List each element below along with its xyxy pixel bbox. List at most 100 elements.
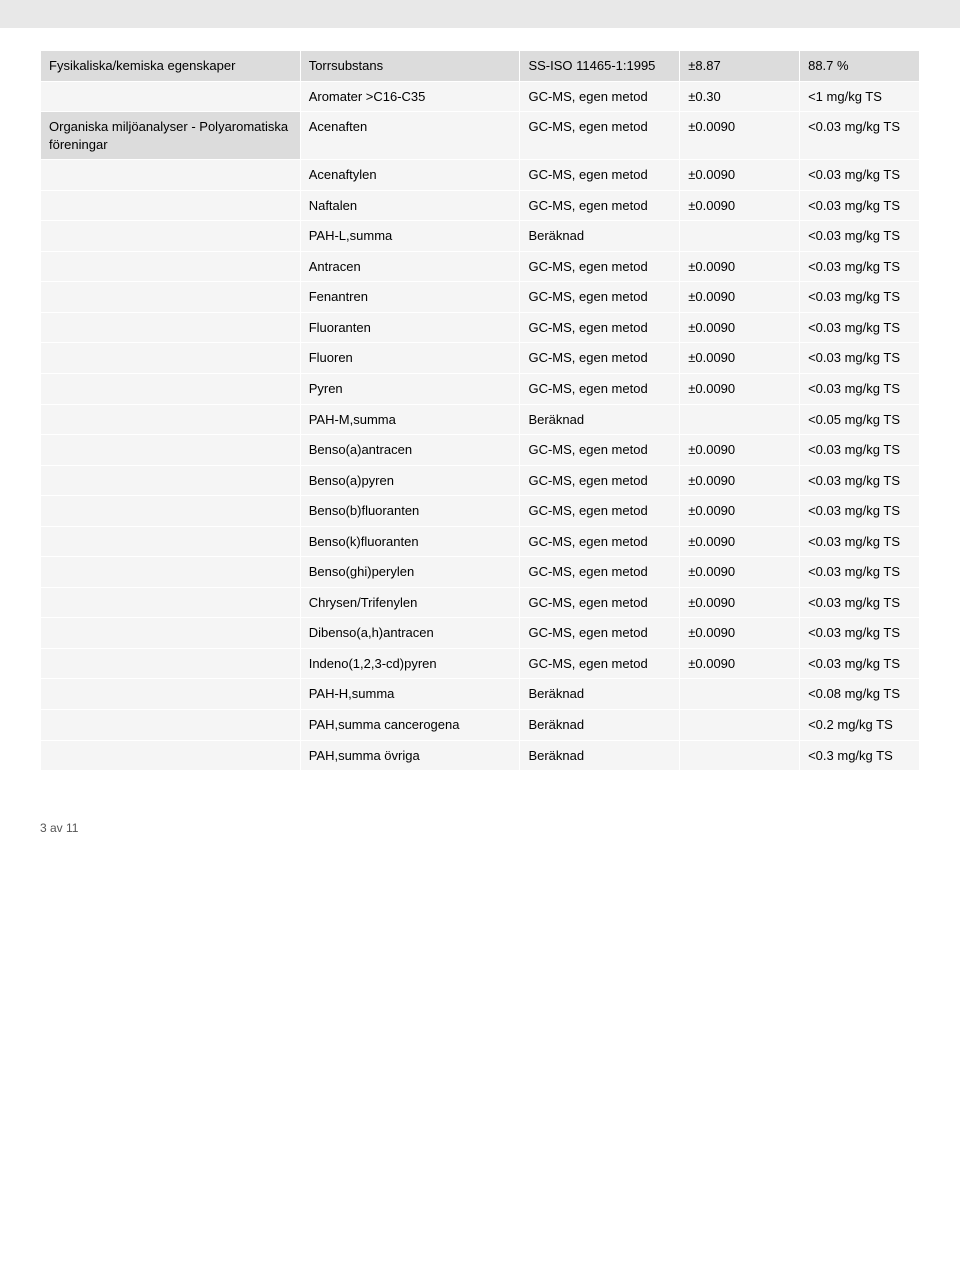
table-row: Fluoranten GC-MS, egen metod ±0.0090 <0.…	[41, 312, 920, 343]
cell-param: PAH-L,summa	[300, 221, 520, 252]
analysis-table: Fysikaliska/kemiska egenskaper Torrsubst…	[40, 50, 920, 771]
cell-category	[41, 81, 301, 112]
cell-result: <0.03 mg/kg TS	[800, 465, 920, 496]
table-row: PAH-M,summa Beräknad <0.05 mg/kg TS	[41, 404, 920, 435]
cell-result: <0.08 mg/kg TS	[800, 679, 920, 710]
cell-uncert: ±0.0090	[680, 557, 800, 588]
cell-method: GC-MS, egen metod	[520, 435, 680, 466]
table-row: Acenaftylen GC-MS, egen metod ±0.0090 <0…	[41, 160, 920, 191]
cell-uncert: ±0.0090	[680, 112, 800, 160]
cell-uncert	[680, 740, 800, 771]
cell-method: GC-MS, egen metod	[520, 160, 680, 191]
cell-category	[41, 526, 301, 557]
cell-result: <0.03 mg/kg TS	[800, 648, 920, 679]
cell-result: <0.03 mg/kg TS	[800, 557, 920, 588]
cell-result: <0.03 mg/kg TS	[800, 435, 920, 466]
cell-param: Benso(ghi)perylen	[300, 557, 520, 588]
table-row: Chrysen/Trifenylen GC-MS, egen metod ±0.…	[41, 587, 920, 618]
cell-result: <0.03 mg/kg TS	[800, 496, 920, 527]
table-row: Aromater >C16-C35 GC-MS, egen metod ±0.3…	[41, 81, 920, 112]
cell-category	[41, 435, 301, 466]
cell-param: PAH-M,summa	[300, 404, 520, 435]
table-row: Benso(ghi)perylen GC-MS, egen metod ±0.0…	[41, 557, 920, 588]
cell-result: <0.03 mg/kg TS	[800, 312, 920, 343]
cell-category	[41, 374, 301, 405]
cell-uncert: ±0.0090	[680, 526, 800, 557]
cell-category: Fysikaliska/kemiska egenskaper	[41, 51, 301, 82]
cell-method: Beräknad	[520, 404, 680, 435]
cell-method: Beräknad	[520, 710, 680, 741]
cell-result: <0.3 mg/kg TS	[800, 740, 920, 771]
cell-param: PAH,summa cancerogena	[300, 710, 520, 741]
table-row: Benso(b)fluoranten GC-MS, egen metod ±0.…	[41, 496, 920, 527]
cell-param: Chrysen/Trifenylen	[300, 587, 520, 618]
cell-method: SS-ISO 11465-1:1995	[520, 51, 680, 82]
cell-category	[41, 160, 301, 191]
table-row: Benso(a)pyren GC-MS, egen metod ±0.0090 …	[41, 465, 920, 496]
table-row: Pyren GC-MS, egen metod ±0.0090 <0.03 mg…	[41, 374, 920, 405]
cell-category: Organiska miljöanalyser - Polyaromatiska…	[41, 112, 301, 160]
cell-uncert	[680, 404, 800, 435]
cell-param: Torrsubstans	[300, 51, 520, 82]
table-row: PAH,summa cancerogena Beräknad <0.2 mg/k…	[41, 710, 920, 741]
cell-method: GC-MS, egen metod	[520, 648, 680, 679]
table-row: Fenantren GC-MS, egen metod ±0.0090 <0.0…	[41, 282, 920, 313]
cell-method: GC-MS, egen metod	[520, 557, 680, 588]
cell-method: GC-MS, egen metod	[520, 343, 680, 374]
cell-result: <0.05 mg/kg TS	[800, 404, 920, 435]
cell-uncert	[680, 679, 800, 710]
cell-uncert: ±0.0090	[680, 435, 800, 466]
cell-param: Benso(k)fluoranten	[300, 526, 520, 557]
table-row: Fluoren GC-MS, egen metod ±0.0090 <0.03 …	[41, 343, 920, 374]
table-row: Organiska miljöanalyser - Polyaromatiska…	[41, 112, 920, 160]
cell-method: GC-MS, egen metod	[520, 112, 680, 160]
cell-uncert: ±0.0090	[680, 251, 800, 282]
cell-category	[41, 251, 301, 282]
cell-result: <0.03 mg/kg TS	[800, 190, 920, 221]
cell-method: GC-MS, egen metod	[520, 282, 680, 313]
cell-result: <0.03 mg/kg TS	[800, 618, 920, 649]
cell-result: <0.03 mg/kg TS	[800, 251, 920, 282]
cell-method: GC-MS, egen metod	[520, 251, 680, 282]
page-number: 3 av 11	[40, 821, 920, 835]
cell-uncert: ±0.0090	[680, 496, 800, 527]
cell-method: GC-MS, egen metod	[520, 526, 680, 557]
page-content: Fysikaliska/kemiska egenskaper Torrsubst…	[0, 50, 960, 875]
cell-param: Benso(b)fluoranten	[300, 496, 520, 527]
cell-result: <0.03 mg/kg TS	[800, 526, 920, 557]
cell-category	[41, 648, 301, 679]
cell-uncert: ±0.0090	[680, 648, 800, 679]
table-row: PAH-H,summa Beräknad <0.08 mg/kg TS	[41, 679, 920, 710]
cell-param: PAH-H,summa	[300, 679, 520, 710]
cell-method: GC-MS, egen metod	[520, 190, 680, 221]
cell-method: Beräknad	[520, 679, 680, 710]
cell-method: GC-MS, egen metod	[520, 465, 680, 496]
cell-uncert: ±0.0090	[680, 465, 800, 496]
cell-category	[41, 343, 301, 374]
cell-method: GC-MS, egen metod	[520, 81, 680, 112]
header-bar	[0, 0, 960, 28]
cell-uncert: ±0.0090	[680, 343, 800, 374]
table-row: Benso(a)antracen GC-MS, egen metod ±0.00…	[41, 435, 920, 466]
cell-uncert: ±0.0090	[680, 587, 800, 618]
cell-category	[41, 465, 301, 496]
table-row: PAH,summa övriga Beräknad <0.3 mg/kg TS	[41, 740, 920, 771]
table-row: PAH-L,summa Beräknad <0.03 mg/kg TS	[41, 221, 920, 252]
cell-result: <0.03 mg/kg TS	[800, 112, 920, 160]
cell-param: Acenaftylen	[300, 160, 520, 191]
cell-result: <0.03 mg/kg TS	[800, 374, 920, 405]
table-row: Dibenso(a,h)antracen GC-MS, egen metod ±…	[41, 618, 920, 649]
cell-param: Dibenso(a,h)antracen	[300, 618, 520, 649]
cell-category	[41, 221, 301, 252]
cell-result: <0.03 mg/kg TS	[800, 221, 920, 252]
cell-method: GC-MS, egen metod	[520, 587, 680, 618]
table-row: Naftalen GC-MS, egen metod ±0.0090 <0.03…	[41, 190, 920, 221]
table-row: Benso(k)fluoranten GC-MS, egen metod ±0.…	[41, 526, 920, 557]
table-row: Antracen GC-MS, egen metod ±0.0090 <0.03…	[41, 251, 920, 282]
cell-method: GC-MS, egen metod	[520, 374, 680, 405]
cell-result: <0.03 mg/kg TS	[800, 587, 920, 618]
cell-method: Beräknad	[520, 221, 680, 252]
cell-method: GC-MS, egen metod	[520, 618, 680, 649]
cell-uncert	[680, 710, 800, 741]
cell-result: <0.03 mg/kg TS	[800, 343, 920, 374]
